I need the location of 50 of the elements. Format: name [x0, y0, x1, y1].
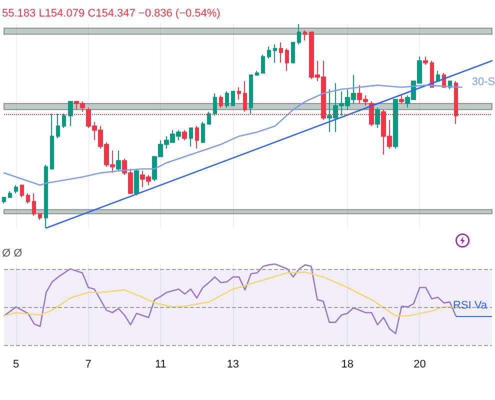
candlestick	[393, 98, 398, 149]
candlestick	[134, 168, 139, 196]
candlestick	[436, 70, 440, 82]
candlestick	[267, 46, 271, 60]
candlestick	[249, 74, 253, 114]
text: 55.183 L154.079 C154.347 −0.836 (−0.54%)	[2, 8, 220, 20]
candlestick	[423, 56, 428, 66]
candlestick	[285, 48, 289, 72]
candlestick	[297, 24, 301, 45]
candlestick	[279, 42, 283, 64]
candlestick	[207, 111, 211, 124]
candlestick	[375, 107, 380, 129]
candlestick	[62, 113, 66, 129]
candlestick	[20, 184, 24, 198]
text: Ø Ø	[2, 248, 23, 260]
candlestick	[195, 126, 199, 149]
candlestick	[243, 80, 247, 112]
candlestick	[14, 184, 18, 194]
candlestick	[182, 130, 187, 141]
x-tick-label: 18	[341, 358, 354, 370]
ref-line-label: RSI Va	[452, 299, 488, 312]
series-label: 30-S	[472, 76, 495, 88]
candlestick	[116, 150, 121, 172]
candlestick	[26, 192, 30, 204]
candlestick	[8, 190, 12, 198]
x-tick-label: 11	[154, 358, 166, 370]
candlestick	[213, 92, 217, 116]
candlestick	[273, 44, 277, 64]
x-tick-label: 20	[414, 358, 426, 370]
candlestick	[399, 94, 404, 104]
candlestick	[261, 54, 265, 74]
candlestick	[225, 90, 229, 108]
candlestick	[44, 164, 48, 228]
candlestick	[38, 213, 42, 220]
x-tick-label: 13	[226, 358, 240, 370]
candlestick	[2, 196, 6, 204]
candlestick	[189, 128, 193, 147]
candlestick	[201, 121, 205, 143]
candlestick	[291, 42, 295, 64]
candlestick	[68, 101, 73, 126]
candlestick	[303, 30, 307, 41]
x-tick-label: 7	[85, 358, 92, 370]
candlestick	[255, 70, 259, 76]
candlestick	[219, 94, 223, 108]
x-tick-label: 5	[12, 358, 20, 370]
candlestick	[231, 90, 235, 106]
candlestick	[237, 86, 241, 100]
candlestick	[50, 113, 54, 170]
candlestick	[32, 192, 36, 216]
candlestick	[56, 113, 60, 139]
